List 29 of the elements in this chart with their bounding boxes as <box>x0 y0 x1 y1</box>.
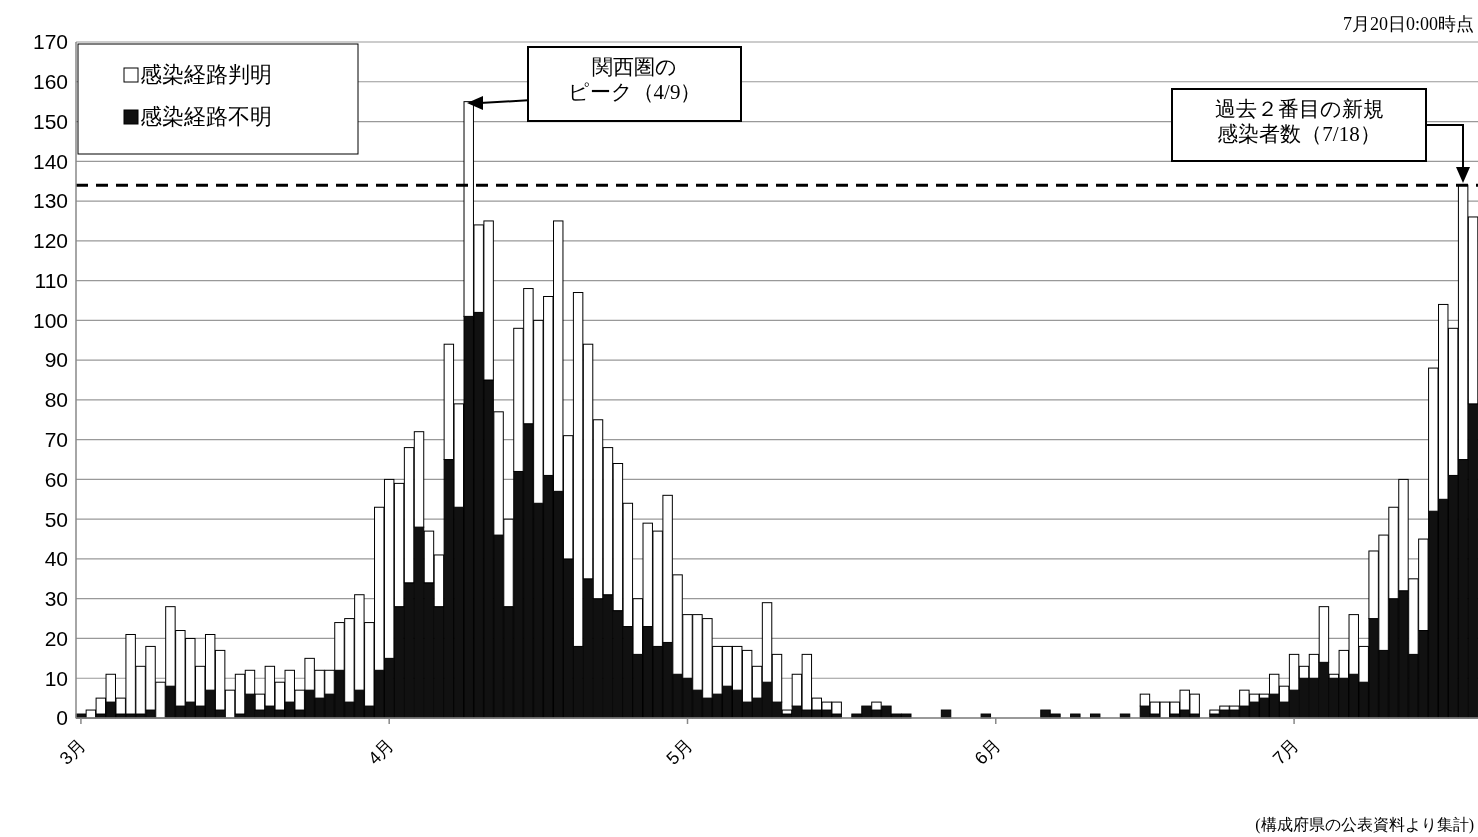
y-tick-label: 10 <box>44 666 68 690</box>
x-tick-label: 5月 <box>662 734 697 769</box>
y-tick-label: 140 <box>32 149 68 173</box>
y-tick-label: 160 <box>32 70 68 94</box>
legend-label: 感染経路不明 <box>140 104 272 129</box>
y-tick-label: 0 <box>56 706 68 730</box>
x-tick-label: 4月 <box>364 734 399 769</box>
text: (構成府県の公表資料より集計) <box>1255 816 1474 834</box>
x-tick-label: 6月 <box>970 734 1005 769</box>
x-tick-label: 3月 <box>55 734 90 769</box>
annotation: 関西圏のピーク（4/9） <box>567 55 702 104</box>
y-tick-label: 170 <box>32 30 68 54</box>
y-tick-label: 120 <box>32 229 68 253</box>
y-tick-label: 30 <box>44 587 68 611</box>
y-tick-label: 70 <box>44 428 68 451</box>
y-tick-label: 150 <box>32 109 68 133</box>
y-tick-label: 90 <box>44 348 68 372</box>
y-tick-label: 110 <box>34 268 68 292</box>
y-tick-label: 60 <box>44 467 68 491</box>
y-tick-label: 130 <box>32 189 68 213</box>
text: 7月20日0:00時点 <box>1342 14 1474 34</box>
y-tick-label: 100 <box>32 308 68 332</box>
legend-label: 感染経路判明 <box>140 62 272 87</box>
annotation: 過去２番目の新規感染者数（7/18） <box>1214 97 1384 146</box>
y-tick-label: 20 <box>44 626 68 650</box>
y-tick-label: 50 <box>44 507 68 531</box>
y-tick-label: 80 <box>44 388 68 412</box>
x-tick-label: 7月 <box>1268 734 1303 769</box>
y-tick-label: 40 <box>44 547 68 571</box>
